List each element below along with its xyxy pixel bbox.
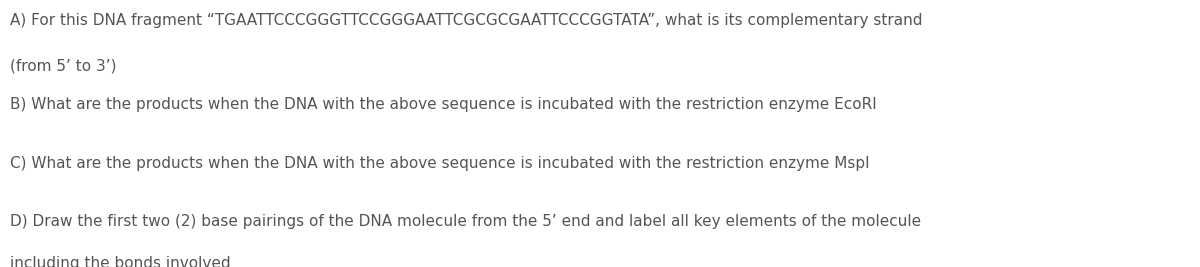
Text: D) Draw the first two (2) base pairings of the DNA molecule from the 5’ end and : D) Draw the first two (2) base pairings … [10,214,920,229]
Text: C) What are the products when the DNA with the above sequence is incubated with : C) What are the products when the DNA wi… [10,156,869,171]
Text: including the bonds involved: including the bonds involved [10,256,230,267]
Text: B) What are the products when the DNA with the above sequence is incubated with : B) What are the products when the DNA wi… [10,97,876,112]
Text: A) For this DNA fragment “TGAATTCCCGGGTTCCGGGAATTCGCGCGAATTCCCGGTATA”, what is i: A) For this DNA fragment “TGAATTCCCGGGTT… [10,13,922,28]
Text: (from 5’ to 3’): (from 5’ to 3’) [10,59,116,74]
